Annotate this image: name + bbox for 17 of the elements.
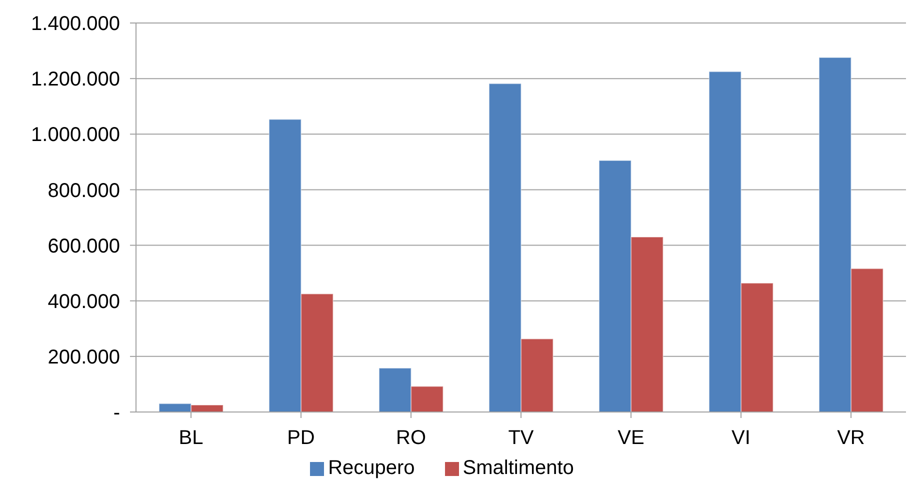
y-tick-label: 400.000 xyxy=(48,290,120,313)
y-tick-label: 1.200.000 xyxy=(31,68,120,91)
x-tick-label: BL xyxy=(178,427,204,450)
x-tick-label: PD xyxy=(287,427,315,450)
y-tick-label: 1.000.000 xyxy=(31,124,120,146)
x-tick-label: VE xyxy=(618,427,644,450)
x-tick-label: VR xyxy=(837,427,865,450)
y-tick-label: 600.000 xyxy=(48,235,120,258)
x-tick-label: VI xyxy=(732,427,750,450)
y-tick-label: 800.000 xyxy=(48,180,120,202)
y-tick-label: - xyxy=(113,402,120,424)
legend-label: Recupero xyxy=(328,457,415,479)
y-tick-label: 200.000 xyxy=(48,346,120,369)
y-tick-label: 1.400.000 xyxy=(31,13,120,36)
legend-label: Smaltimento xyxy=(462,457,574,479)
x-tick-label: TV xyxy=(508,427,534,450)
x-tick-label: RO xyxy=(396,427,426,450)
